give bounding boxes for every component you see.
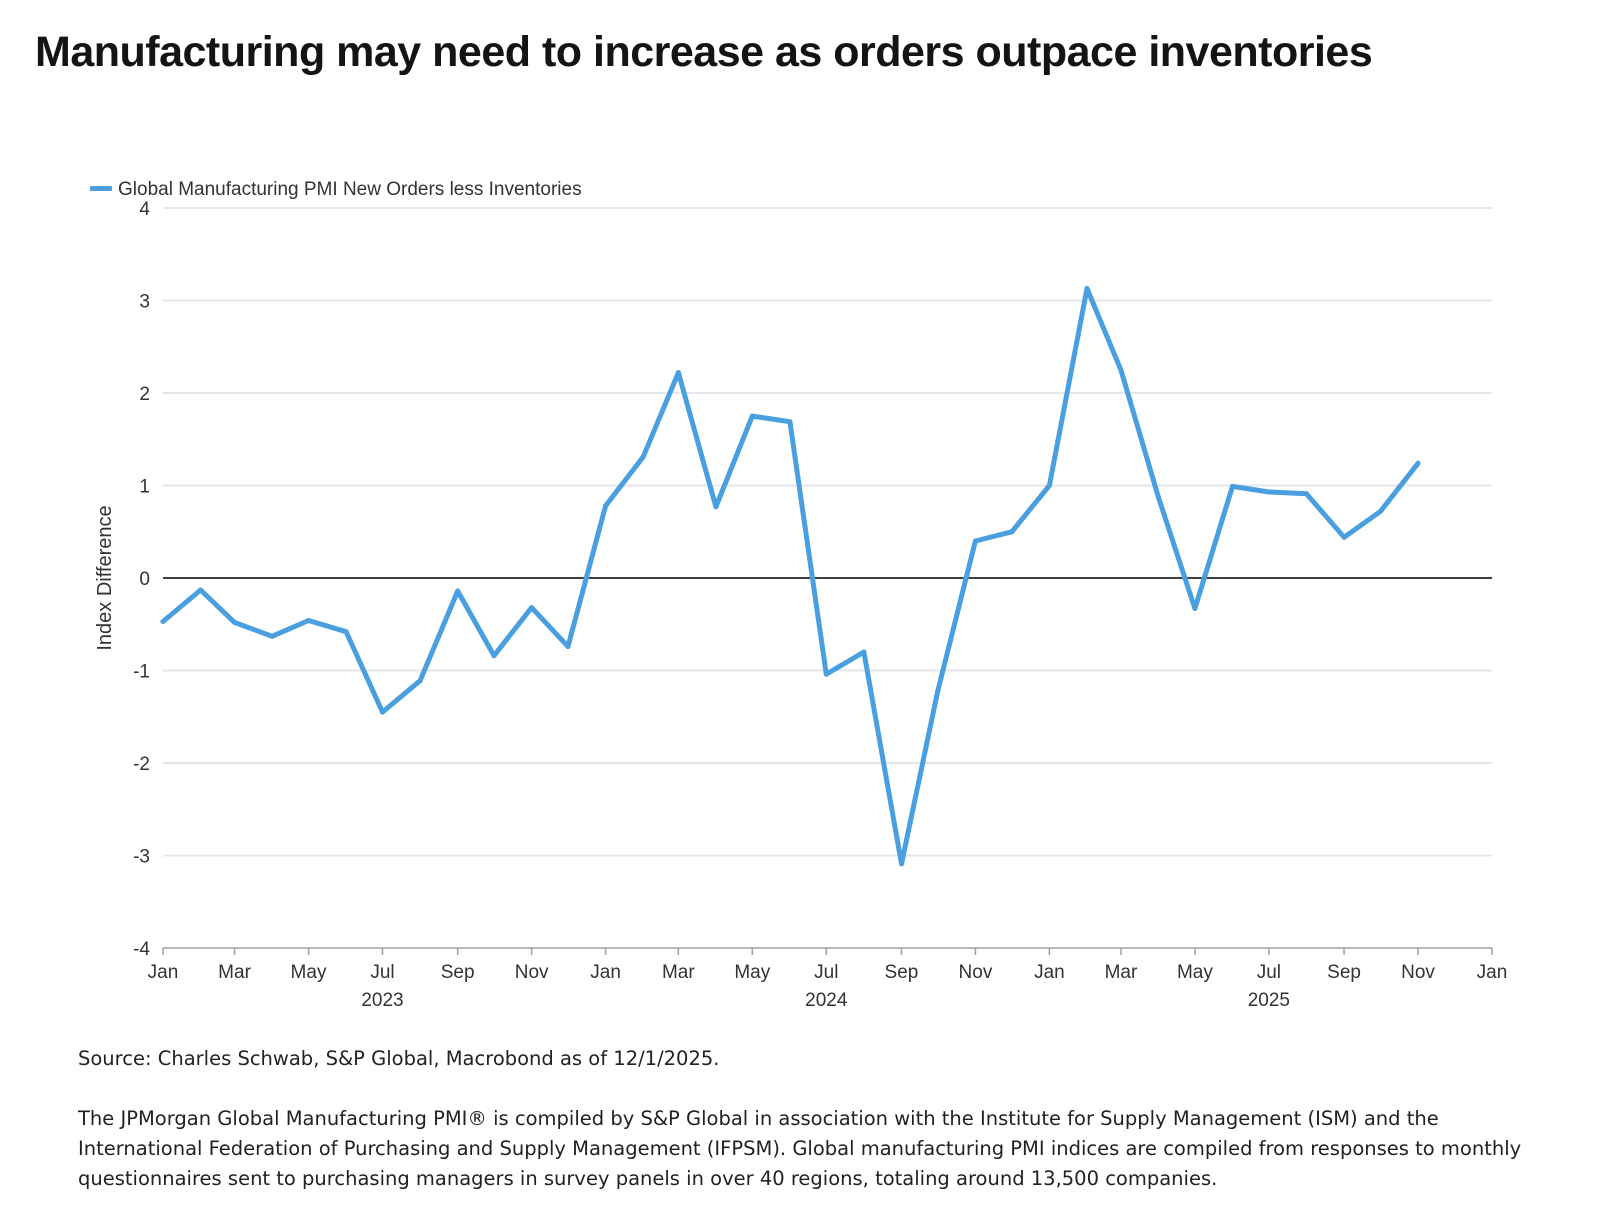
data-point bbox=[1230, 483, 1235, 489]
data-point bbox=[749, 413, 755, 419]
data-point bbox=[972, 538, 978, 544]
data-point bbox=[1415, 460, 1421, 466]
data-point bbox=[491, 653, 497, 659]
source-note: Source: Charles Schwab, S&P Global, Macr… bbox=[78, 1047, 720, 1070]
y-tick-label: 4 bbox=[139, 199, 150, 220]
x-tick-label: May bbox=[1177, 962, 1213, 983]
data-point bbox=[306, 618, 311, 623]
x-year-label: 2023 bbox=[361, 990, 403, 1011]
data-point bbox=[529, 605, 535, 611]
y-axis-title: Index Difference bbox=[94, 505, 116, 650]
legend-label: Global Manufacturing PMI New Orders less… bbox=[118, 179, 582, 200]
y-tick-label: -4 bbox=[133, 939, 150, 960]
x-tick-label: Jul bbox=[1257, 962, 1281, 983]
data-point bbox=[269, 633, 275, 639]
data-point bbox=[823, 671, 829, 677]
data-point bbox=[640, 454, 646, 460]
x-tick-label: May bbox=[734, 962, 770, 983]
x-tick-label: Sep bbox=[1327, 962, 1361, 983]
data-point bbox=[1377, 508, 1383, 514]
chart-title: Manufacturing may need to increase as or… bbox=[35, 28, 1373, 76]
x-tick-label: Jan bbox=[1034, 962, 1065, 983]
data-point bbox=[861, 649, 867, 655]
x-tick-label: Nov bbox=[515, 962, 549, 983]
data-point bbox=[417, 678, 423, 684]
y-tick-label: -1 bbox=[133, 662, 150, 683]
y-tick-label: 3 bbox=[139, 292, 150, 313]
data-point bbox=[935, 688, 941, 694]
data-point bbox=[787, 419, 793, 425]
x-tick-label: Jul bbox=[370, 962, 394, 983]
data-point bbox=[675, 370, 681, 376]
data-point bbox=[160, 619, 166, 624]
data-point bbox=[232, 619, 237, 625]
x-tick-label: Jul bbox=[814, 962, 838, 983]
x-tick-label: Mar bbox=[218, 962, 251, 983]
x-year-label: 2025 bbox=[1248, 990, 1290, 1011]
x-tick-label: Mar bbox=[1105, 962, 1138, 983]
x-tick-label: Jan bbox=[148, 962, 179, 983]
data-point bbox=[1084, 286, 1090, 291]
data-point bbox=[899, 861, 904, 867]
data-point bbox=[1118, 367, 1124, 373]
data-point bbox=[1341, 534, 1347, 540]
description-note: The JPMorgan Global Manufacturing PMI® i… bbox=[78, 1107, 1522, 1190]
y-tick-label: -2 bbox=[133, 754, 150, 775]
data-point bbox=[1046, 483, 1052, 488]
data-point bbox=[1266, 489, 1272, 495]
legend-swatch bbox=[90, 186, 112, 191]
x-tick-label: Mar bbox=[662, 962, 695, 983]
legend: Global Manufacturing PMI New Orders less… bbox=[90, 179, 582, 200]
x-tick-label: Jan bbox=[590, 962, 621, 983]
data-point bbox=[713, 504, 719, 510]
data-point bbox=[1192, 606, 1198, 611]
x-tick-label: Jan bbox=[1477, 962, 1508, 983]
data-point bbox=[1304, 491, 1309, 497]
data-point bbox=[603, 503, 609, 509]
gridlines bbox=[163, 207, 1492, 857]
data-point bbox=[380, 709, 385, 715]
y-tick-label: 2 bbox=[139, 384, 150, 405]
data-point bbox=[455, 588, 461, 594]
data-point bbox=[343, 629, 349, 635]
x-tick-label: Nov bbox=[959, 962, 993, 983]
y-tick-label: 1 bbox=[139, 477, 150, 498]
data-point bbox=[198, 587, 204, 593]
data-point bbox=[565, 644, 571, 649]
data-point bbox=[1009, 529, 1015, 535]
footnotes: Source: Charles Schwab, S&P Global, Macr… bbox=[78, 1044, 1538, 1224]
data-point bbox=[1156, 495, 1161, 500]
y-tick-label: -3 bbox=[133, 847, 150, 868]
x-tick-label: Sep bbox=[885, 962, 919, 983]
series-layer bbox=[160, 286, 1421, 867]
x-tick-label: May bbox=[291, 962, 327, 983]
x-tick-label: Sep bbox=[441, 962, 475, 983]
x-year-label: 2024 bbox=[805, 990, 848, 1011]
x-tick-label: Nov bbox=[1401, 962, 1435, 983]
series-line bbox=[160, 286, 1421, 867]
y-tick-label: 0 bbox=[139, 569, 150, 590]
